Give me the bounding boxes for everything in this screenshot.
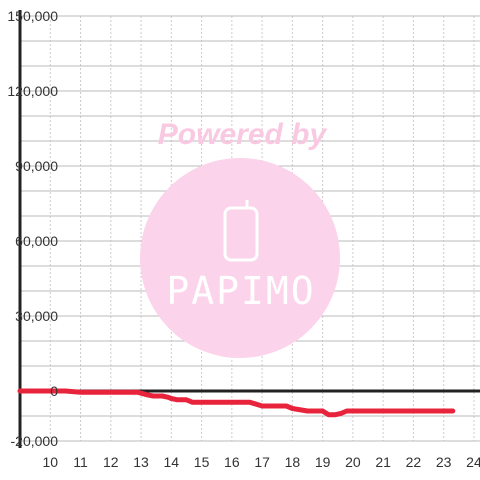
x-tick-label: 21 bbox=[375, 454, 391, 470]
tick-labels: 150,000 120,000 90,000 60,000 30,000 0 -20,000… bbox=[7, 8, 480, 470]
x-tick-label: 22 bbox=[406, 454, 422, 470]
y-tick-label: 90,000 bbox=[15, 158, 58, 174]
watermark-circle bbox=[140, 158, 340, 358]
x-tick-label: 10 bbox=[42, 454, 58, 470]
x-tick-label: 18 bbox=[285, 454, 301, 470]
watermark-logo-text: PAPIMO bbox=[166, 269, 315, 313]
series-line-0 bbox=[17, 388, 456, 418]
y-tick-label: 120,000 bbox=[7, 83, 58, 99]
x-tick-label: 17 bbox=[254, 454, 270, 470]
x-tick-label: 20 bbox=[345, 454, 361, 470]
phone-icon bbox=[223, 200, 259, 262]
watermark: Powered by PAPIMO bbox=[140, 118, 340, 358]
x-tick-label: 16 bbox=[224, 454, 240, 470]
y-tick-label: -20,000 bbox=[11, 433, 59, 449]
x-tick-label: 23 bbox=[436, 454, 452, 470]
series-layer bbox=[17, 388, 456, 418]
x-tick-label: 13 bbox=[133, 454, 149, 470]
y-tick-label: 150,000 bbox=[7, 8, 58, 24]
y-tick-label: 60,000 bbox=[15, 233, 58, 249]
x-tick-label: 15 bbox=[194, 454, 210, 470]
watermark-text: Powered by bbox=[158, 118, 328, 151]
x-tick-label: 12 bbox=[103, 454, 119, 470]
x-tick-label: 14 bbox=[164, 454, 180, 470]
x-tick-label: 24 bbox=[466, 454, 480, 470]
x-tick-label: 19 bbox=[315, 454, 331, 470]
x-tick-label: 11 bbox=[73, 454, 88, 470]
y-tick-label: 0 bbox=[50, 383, 58, 399]
y-tick-label: 30,000 bbox=[15, 308, 58, 324]
